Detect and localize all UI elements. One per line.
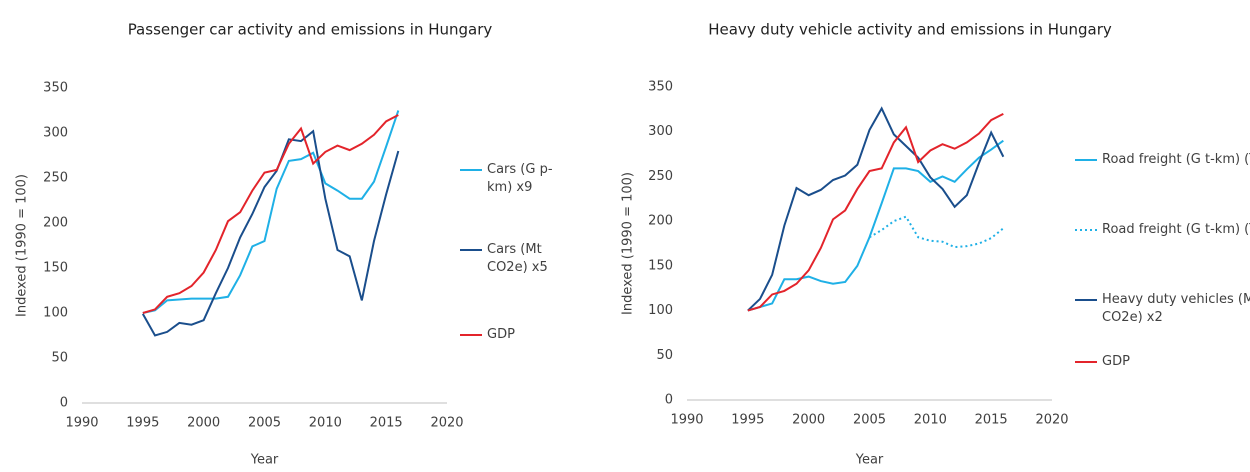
y-tick-label: 200 [648, 214, 673, 229]
x-tick-label: 2000 [792, 413, 825, 428]
x-tick-label: 2005 [248, 416, 281, 431]
y-tick-label: 300 [648, 124, 673, 139]
y-tick-label: 0 [60, 396, 68, 411]
x-tick-label: 2005 [853, 413, 886, 428]
x-tick-label: 2010 [309, 416, 342, 431]
x-tick-label: 2020 [1035, 413, 1068, 428]
y-axis-label: Indexed (1990 = 100) [15, 174, 30, 317]
x-tick-label: 2020 [430, 416, 463, 431]
y-tick-label: 350 [43, 81, 68, 96]
y-tick-label: 150 [43, 261, 68, 276]
chart-title: Passenger car activity and emissions in … [128, 21, 493, 39]
series-line [141, 129, 400, 337]
y-axis-label: Indexed (1990 = 100) [621, 172, 636, 315]
x-axis-label: Year [250, 453, 279, 468]
y-tick-label: 200 [43, 216, 68, 231]
series-line [142, 114, 399, 314]
legend-label: Cars (Mt CO2e) x5 [487, 242, 548, 275]
series-line [142, 110, 400, 314]
legend-label: GDP [1102, 354, 1130, 369]
legend-label: Road freight (G t-km) (TOT) [1102, 152, 1250, 167]
x-tick-label: 1990 [670, 413, 703, 428]
x-tick-label: 2015 [370, 416, 403, 431]
y-tick-label: 0 [665, 393, 673, 408]
series-line [747, 106, 1005, 312]
y-tick-label: 100 [43, 306, 68, 321]
x-tick-label: 1995 [126, 416, 159, 431]
y-tick-label: 350 [648, 80, 673, 95]
x-tick-label: 2010 [914, 413, 947, 428]
legend-label: GDP [487, 327, 515, 342]
legend-label: Cars (G p-km) x9 [487, 162, 553, 195]
x-tick-label: 1995 [731, 413, 764, 428]
series-line [747, 139, 1004, 312]
y-tick-label: 250 [648, 169, 673, 184]
legend-label: Heavy duty vehicles (Mt CO2e) x2 [1102, 292, 1250, 325]
series-line [868, 215, 1004, 249]
y-tick-label: 250 [43, 171, 68, 186]
y-tick-label: 50 [51, 351, 68, 366]
y-tick-label: 100 [648, 303, 673, 318]
x-axis-label: Year [855, 453, 884, 468]
x-tick-label: 2015 [975, 413, 1008, 428]
series-line [747, 112, 1004, 312]
x-tick-label: 1990 [65, 416, 98, 431]
y-tick-label: 300 [43, 126, 68, 141]
chart-title: Heavy duty vehicle activity and emission… [708, 21, 1112, 39]
y-tick-label: 50 [656, 348, 673, 363]
x-tick-label: 2000 [187, 416, 220, 431]
y-tick-label: 150 [648, 258, 673, 273]
legend-label: Road freight (G t-km) (TER) [1102, 222, 1250, 237]
